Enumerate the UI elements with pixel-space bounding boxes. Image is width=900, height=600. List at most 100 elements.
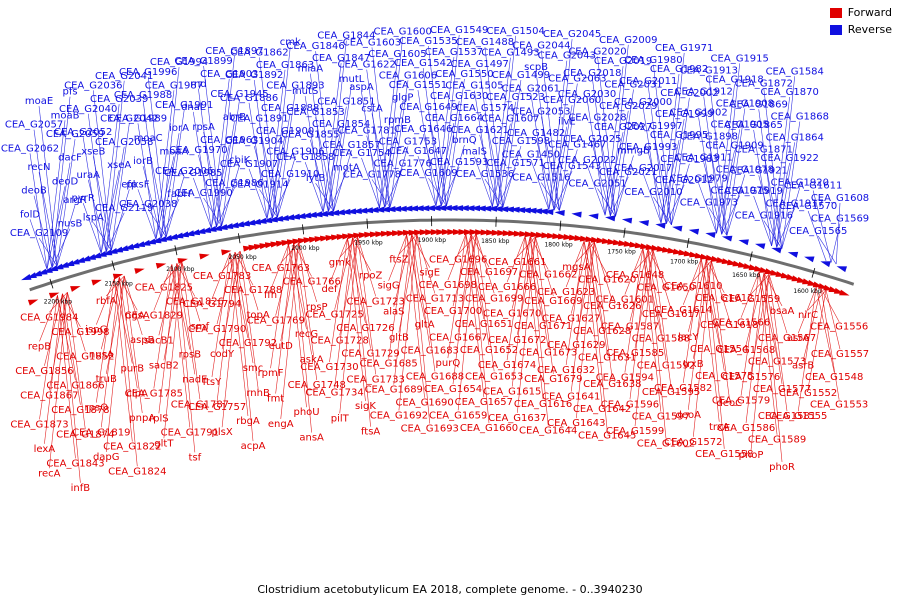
- gene-leader-line: [588, 241, 608, 431]
- gene-leader-line: [417, 90, 437, 207]
- reverse-gene-arrow: [385, 206, 396, 213]
- gene-label: CEA_G1566: [712, 318, 770, 329]
- gene-label: CEA_G1612: [695, 293, 753, 304]
- gene-label: CEA_G1699: [465, 293, 523, 304]
- gene-label: CEA_G1985: [164, 168, 222, 179]
- reverse-gene-arrow: [239, 220, 250, 227]
- gene-leader-line: [624, 248, 644, 295]
- gene-leader-line: [492, 57, 511, 207]
- gene-label: CEA_G1597: [632, 412, 690, 423]
- gene-leader-line: [322, 129, 342, 213]
- gene-label: CEA_G2119: [95, 203, 153, 214]
- gene-leader-line: [671, 97, 690, 225]
- gene-label: CEA_G1584: [766, 66, 824, 77]
- gene-label: gltB: [389, 332, 409, 343]
- gene-label: plsX: [212, 427, 233, 438]
- scale-tick: [749, 251, 753, 262]
- gene-label: CEA_G1829: [125, 310, 183, 321]
- scale-tick-label: 1700 kbp: [670, 259, 698, 266]
- gene-leader-line: [248, 102, 268, 219]
- gene-label: CEA_G1991: [155, 100, 213, 111]
- scale-tick-label: 2050 kbp: [228, 254, 256, 261]
- reverse-gene-arrow: [58, 261, 70, 268]
- gene-leader-line: [210, 144, 230, 228]
- gene-leader-line: [29, 153, 48, 270]
- gene-leader-line: [105, 80, 125, 252]
- reverse-gene-arrow: [419, 205, 430, 212]
- gene-label: rpoZ: [359, 271, 383, 282]
- gene-leader-line: [559, 83, 578, 211]
- gene-leader-line: [229, 252, 249, 416]
- gene-leader-line: [565, 240, 585, 288]
- gene-label: CEA_G1892: [225, 70, 283, 81]
- gene-leader-line: [277, 90, 296, 218]
- legend-item-forward: Forward: [829, 6, 892, 19]
- reverse-gene-arrow: [672, 225, 683, 232]
- gene-leader-line: [328, 40, 347, 212]
- gene-label: rpmB: [384, 115, 411, 126]
- gene-label: CEA_G1596: [601, 399, 659, 410]
- gene-leader-line: [711, 260, 730, 320]
- reverse-gene-arrow: [206, 226, 217, 232]
- gene-label: CEA_G1602: [637, 438, 695, 449]
- gene-leader-line: [411, 234, 431, 424]
- forward-gene-arrow: [369, 231, 380, 238]
- reverse-gene-arrow: [498, 206, 509, 213]
- gene-leader-line: [781, 121, 801, 249]
- gene-label: CEA_G2042: [100, 113, 158, 124]
- forward-gene-arrow: [441, 229, 452, 235]
- gene-label: ffh: [264, 290, 277, 301]
- gene-leader-line: [38, 106, 58, 267]
- gene-label: CEA_G1607: [481, 114, 539, 125]
- gene-label: CEA_G1450: [502, 150, 560, 161]
- gene-label: CEA_G2060: [543, 95, 601, 106]
- gene-label: CEA_G1618: [700, 320, 758, 331]
- gene-label: sigG: [378, 281, 400, 292]
- gene-label: CEA_G1726: [336, 323, 394, 334]
- gene-label: CEA_G1973: [680, 197, 738, 208]
- gene-label: CEA_G1660: [460, 423, 518, 434]
- gene-leader-line: [502, 145, 522, 208]
- reverse-gene-arrow: [178, 231, 190, 238]
- gene-label: CEA_G1645: [578, 431, 636, 442]
- gene-leader-line: [758, 109, 778, 248]
- gene-label: CEA_G1994: [150, 57, 208, 68]
- gene-leader-line: [763, 272, 783, 307]
- gene-leader-line: [181, 262, 201, 322]
- gene-leader-line: [216, 55, 235, 227]
- gene-label: CEA_G1999: [655, 109, 713, 120]
- gene-leader-line: [310, 139, 329, 212]
- gene-leader-line: [411, 234, 431, 268]
- forward-gene-arrow: [425, 229, 436, 236]
- gene-leader-line: [328, 172, 347, 212]
- gene-leader-line: [176, 263, 196, 453]
- gene-label: CEA_G1986: [205, 178, 263, 189]
- gene-label: CEA_G1608: [811, 193, 869, 204]
- gene-label: moaE: [25, 96, 53, 107]
- gene-label: CEA_G1729: [341, 349, 399, 360]
- gene-leader-line: [339, 237, 359, 414]
- gene-label: pilT: [331, 413, 350, 424]
- reverse-gene-arrow: [156, 236, 167, 242]
- forward-gene-arrow: [331, 234, 342, 241]
- reverse-gene-arrow: [200, 227, 212, 233]
- gene-leader-line: [87, 179, 107, 252]
- gene-label: gltA: [415, 320, 435, 331]
- gene-leader-line: [100, 104, 120, 254]
- gene-leader-line: [687, 259, 707, 332]
- gene-leader-line: [740, 271, 760, 318]
- gene-label: CEA_G2020: [568, 46, 626, 57]
- gene-label: topA: [246, 310, 269, 321]
- gene-leader-line: [597, 122, 616, 217]
- gene-label: CEA_G2043: [538, 51, 596, 62]
- gene-label: CEA_G1692: [370, 410, 428, 421]
- gene-label: phoU: [293, 407, 319, 418]
- gene-label: CEA_G1661: [488, 257, 546, 268]
- gene-leader-line: [492, 123, 511, 207]
- forward-gene-arrow: [392, 230, 403, 237]
- gene-label: CEA_G2057: [5, 120, 63, 131]
- gene-label: CEA_G1903: [200, 69, 258, 80]
- reverse-gene-arrow: [357, 207, 368, 214]
- gene-label: phoP: [739, 450, 764, 461]
